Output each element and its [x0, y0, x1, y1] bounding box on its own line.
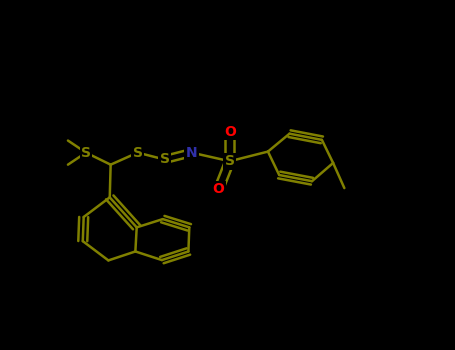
Text: O: O	[212, 182, 224, 196]
Text: S: S	[81, 146, 91, 160]
Text: O: O	[224, 125, 236, 139]
Text: N: N	[186, 146, 197, 160]
Text: S: S	[225, 154, 235, 168]
Text: S: S	[132, 146, 142, 160]
Text: S: S	[160, 153, 170, 167]
